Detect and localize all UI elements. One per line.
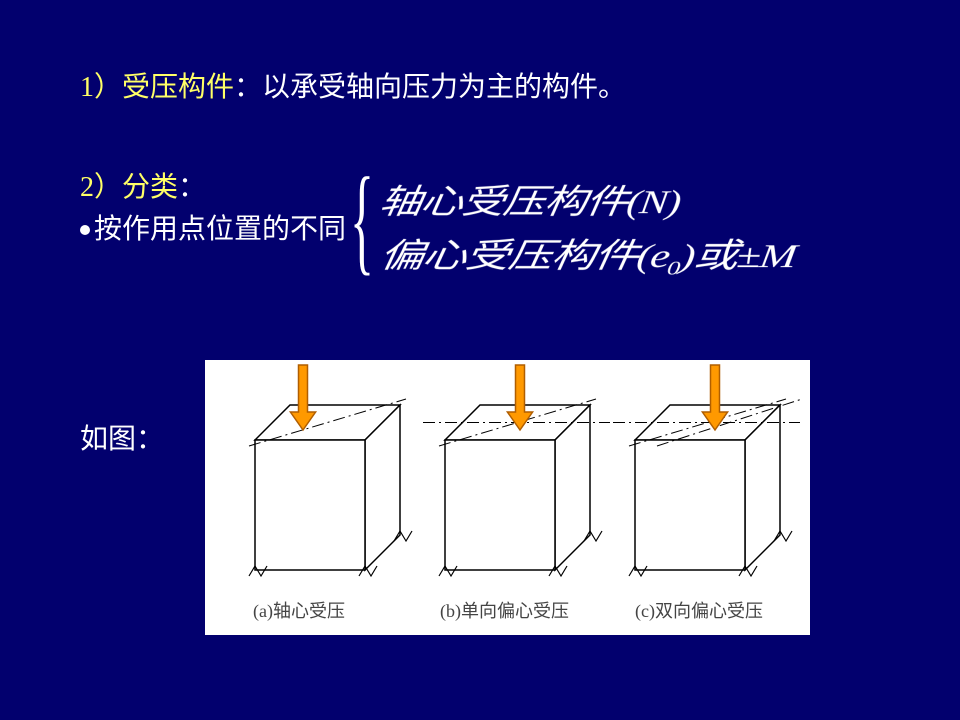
line-2: 2）分类： bbox=[80, 168, 206, 207]
figure: (a)轴心受压 (b)单向偏心受压 (c)双向偏心受压 bbox=[205, 360, 810, 635]
line-1: 1）受压构件：以承受轴向压力为主的构件。 bbox=[80, 68, 626, 107]
line2-term: 分类 bbox=[122, 172, 178, 203]
figure-label: 如图： bbox=[80, 420, 164, 459]
line2-num: 2） bbox=[80, 172, 122, 203]
formula-block: { 轴心受压构件(N) 偏心受压构件(e0)或±M bbox=[350, 170, 890, 290]
formula-row2-a: 偏心受压构件( bbox=[377, 238, 653, 275]
line1-def: 以承受轴向压力为主的构件。 bbox=[262, 72, 626, 103]
caption-b: (b)单向偏心受压 bbox=[440, 597, 569, 623]
formula-M: M bbox=[757, 238, 798, 275]
line-3: 按作用点位置的不同 bbox=[80, 210, 346, 249]
formula-row1-a: 轴心受压构件( bbox=[377, 184, 642, 221]
line3-text: 按作用点位置的不同 bbox=[94, 214, 346, 245]
line1-colon: ： bbox=[234, 72, 262, 103]
formula-row-1: 轴心受压构件(N) bbox=[377, 174, 684, 223]
figure-svg bbox=[205, 360, 810, 635]
formula-row-2: 偏心受压构件(e0)或±M bbox=[376, 228, 799, 281]
caption-c: (c)双向偏心受压 bbox=[635, 597, 763, 623]
bullet-icon bbox=[80, 225, 90, 235]
line1-term: 受压构件 bbox=[122, 72, 234, 103]
line2-colon: ： bbox=[178, 172, 206, 203]
formula-row2-b: )或± bbox=[678, 238, 762, 275]
line1-num: 1） bbox=[80, 72, 122, 103]
brace-icon: { bbox=[350, 160, 374, 280]
caption-a: (a)轴心受压 bbox=[253, 597, 345, 623]
slide: 1）受压构件：以承受轴向压力为主的构件。 2）分类： 按作用点位置的不同 { 轴… bbox=[0, 0, 960, 720]
